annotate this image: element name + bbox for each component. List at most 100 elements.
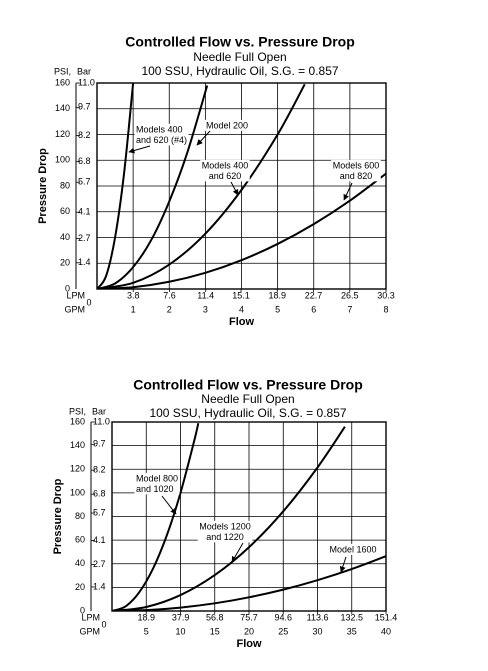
y2-tick-label: 4.1 [93, 535, 106, 545]
x-tick-label: 0 [101, 619, 106, 629]
curve-label: Models 600 [333, 160, 380, 170]
curve-label: Model 200 [206, 120, 248, 130]
label-background [134, 123, 189, 146]
y-tick-label: 20 [60, 258, 70, 268]
y2-unit: Bar [77, 66, 91, 76]
x-tick-label: 20 [244, 626, 254, 636]
x2-unit: LPM [81, 612, 100, 622]
y-axis-title: Pressure Drop [52, 478, 64, 554]
x2-tick-label: 11.4 [197, 290, 214, 300]
y-tick-label: 120 [55, 129, 70, 139]
curve [112, 422, 200, 611]
x-axis-title: Flow [229, 316, 254, 328]
y-tick-label: 60 [75, 535, 85, 545]
curve [97, 83, 135, 289]
label-background [327, 543, 379, 555]
x-unit: GPM [64, 304, 85, 314]
x2-tick-label: 26.5 [341, 290, 359, 300]
label-background [200, 159, 250, 182]
x-tick-label: 7 [347, 304, 352, 314]
curve [97, 83, 306, 289]
x2-tick-label: 75.7 [240, 612, 258, 622]
chart-subtitle: 100 SSU, Hydraulic Oil, S.G. = 0.857 [149, 406, 346, 420]
annotation: Model 200 [196, 119, 250, 146]
y-tick-label: 60 [60, 206, 70, 216]
curve-label: Models 400 [136, 124, 183, 134]
x2-tick-label: 30.3 [377, 290, 395, 300]
y-tick-label: 40 [75, 558, 85, 568]
curve-label: Model 800 [136, 473, 178, 483]
arrow [343, 182, 353, 201]
x2-unit: LPM [66, 290, 85, 300]
x2-tick-label: 37.9 [172, 612, 190, 622]
y2-tick-label: 2.7 [93, 559, 106, 569]
y-tick-label: 20 [75, 582, 85, 592]
x2-tick-label: 151.4 [375, 612, 398, 622]
y2-tick-label: 1.4 [93, 581, 106, 591]
x-tick-label: 3 [203, 304, 208, 314]
x2-tick-label: 18.9 [137, 612, 155, 622]
y2-tick-label: 9.7 [78, 102, 91, 112]
y-tick-label: 140 [70, 440, 85, 450]
y-tick-label: 80 [60, 180, 70, 190]
x2-tick-label: 22.7 [305, 290, 323, 300]
x-tick-label: 25 [278, 626, 288, 636]
x-tick-label: 35 [347, 626, 357, 636]
chart-subtitle: 100 SSU, Hydraulic Oil, S.G. = 0.857 [141, 64, 338, 78]
curve-label: and 820 [340, 171, 373, 181]
x-tick-label: 40 [381, 626, 391, 636]
chart-subtitle: Needle Full Open [201, 392, 294, 406]
y2-tick-label: 11.0 [93, 416, 110, 426]
arrow [231, 542, 244, 563]
x2-tick-label: 113.6 [307, 612, 329, 622]
x-tick-label: 5 [275, 304, 280, 314]
y2-tick-label: 4.1 [78, 207, 91, 217]
curve-label: and 620 (#4) [136, 135, 187, 145]
y2-tick-label: 8.2 [93, 464, 106, 474]
y-tick-label: 140 [55, 103, 70, 113]
y-tick-label: 100 [70, 487, 85, 497]
x2-tick-label: 15.1 [232, 290, 250, 300]
curve-label: and 1020 [136, 484, 174, 494]
label-background [331, 159, 381, 182]
x-tick-label: 1 [131, 304, 136, 314]
x2-tick-label: 94.6 [274, 612, 292, 622]
y-unit: PSI, [69, 406, 86, 416]
y2-tick-label: 9.7 [93, 439, 106, 449]
x2-tick-label: 18.9 [269, 290, 287, 300]
y-tick-label: 80 [75, 511, 85, 521]
y-tick-label: 160 [55, 77, 70, 87]
y2-tick-label: 11.0 [78, 77, 95, 87]
x-tick-label: 4 [239, 304, 244, 314]
y-tick-label: 100 [55, 155, 70, 165]
curve-label: Model 1600 [329, 544, 376, 554]
y2-tick-label: 2.7 [78, 233, 91, 243]
x2-tick-label: 7.6 [163, 290, 176, 300]
x-unit: GPM [79, 626, 100, 636]
y2-unit: Bar [92, 406, 106, 416]
y-tick-label: 160 [70, 416, 85, 426]
chart: Controlled Flow vs. Pressure DropNeedle … [52, 377, 397, 650]
x2-tick-label: 56.8 [206, 612, 224, 622]
y-tick-label: 0 [65, 283, 70, 293]
x-tick-label: 10 [175, 626, 185, 636]
curve-label: and 1220 [206, 532, 244, 542]
y-tick-label: 40 [60, 232, 70, 242]
chart-subtitle: Needle Full Open [193, 50, 286, 64]
arrow [230, 181, 239, 196]
annotation: Model 1600 [327, 543, 379, 573]
x-tick-label: 6 [311, 304, 316, 314]
x2-tick-label: 3.8 [127, 290, 140, 300]
x-tick-label: 0 [86, 297, 91, 307]
y2-tick-label: 8.2 [78, 130, 91, 140]
y2-tick-label: 5.7 [78, 177, 91, 187]
y-tick-label: 120 [70, 464, 85, 474]
curve-label: Models 400 [202, 160, 249, 170]
